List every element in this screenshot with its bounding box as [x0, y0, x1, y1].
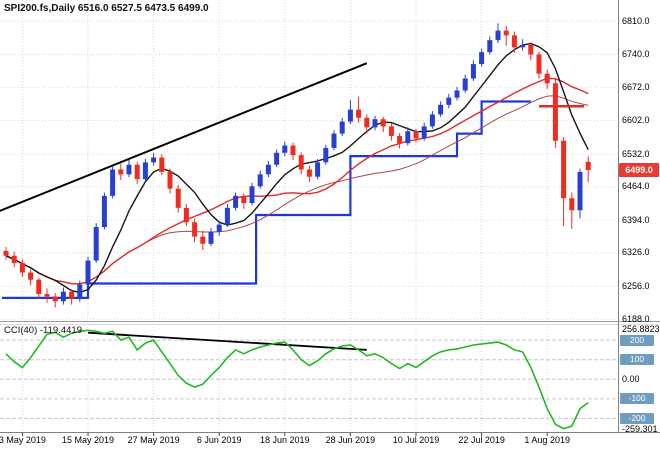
price-axis-label: 6602.0: [622, 115, 650, 126]
cci-line: [5, 329, 589, 430]
ma-fast-line: [5, 42, 589, 294]
indicator-readout: CCI(40) -119.4419: [4, 325, 82, 336]
trendline-main[interactable]: [0, 62, 368, 212]
cci-level-badge: -200: [620, 412, 654, 424]
cci-zero-label: 0.00: [622, 373, 640, 384]
candles-layer: [3, 23, 591, 308]
support-step-line: [1, 100, 531, 299]
price-axis-label: 6810.0: [622, 15, 650, 26]
price-axis[interactable]: 6810.0 6740.0 6672.0 6602.0 6532.0 6464.0 6394…: [618, 0, 660, 434]
time-axis-label: 15 May 2019: [61, 435, 115, 445]
price-axis-label: 6740.0: [622, 49, 650, 60]
time-axis-label: 1 Aug 2019: [524, 435, 570, 445]
cci-max-label: 256.8823: [622, 324, 660, 334]
time-axis-label: 22 Jul 2019: [458, 435, 505, 445]
price-axis-label: 6188.0: [622, 313, 650, 324]
time-axis[interactable]: 3 May 2019 15 May 2019 27 May 2019 6 Jun 20…: [0, 433, 660, 450]
price-axis-label: 6532.0: [622, 148, 650, 159]
time-axis-label: 6 Jun 2019: [196, 435, 242, 445]
ma-mid-line: [5, 77, 589, 285]
time-axis-label: 28 Jun 2019: [325, 435, 376, 445]
trendline-cci[interactable]: [87, 331, 367, 351]
cci-level-badge: -100: [620, 393, 654, 405]
time-axis-label: 10 Jul 2019: [392, 435, 440, 445]
current-price-badge: 6499.0: [619, 163, 659, 177]
price-axis-label: 6672.0: [622, 81, 650, 92]
price-axis-label: 6256.0: [622, 280, 650, 291]
time-axis-label: 27 May 2019: [127, 435, 180, 445]
cci-min-label: -259.301: [622, 424, 658, 434]
cci-level-badge: 100: [620, 354, 654, 366]
price-axis-label: 6464.0: [622, 181, 650, 192]
time-axis-label: 18 Jun 2019: [260, 435, 310, 445]
time-axis-label: 3 May 2019: [0, 435, 46, 445]
cci-level-badge: 200: [620, 334, 654, 346]
price-axis-label: 6326.0: [622, 247, 650, 258]
ohlc-readout: SPI200.fs,Daily 6516.0 6527.5 6473.5 649…: [4, 3, 209, 14]
ma-slow-line: [5, 95, 589, 285]
price-axis-label: 6394.0: [622, 214, 650, 225]
